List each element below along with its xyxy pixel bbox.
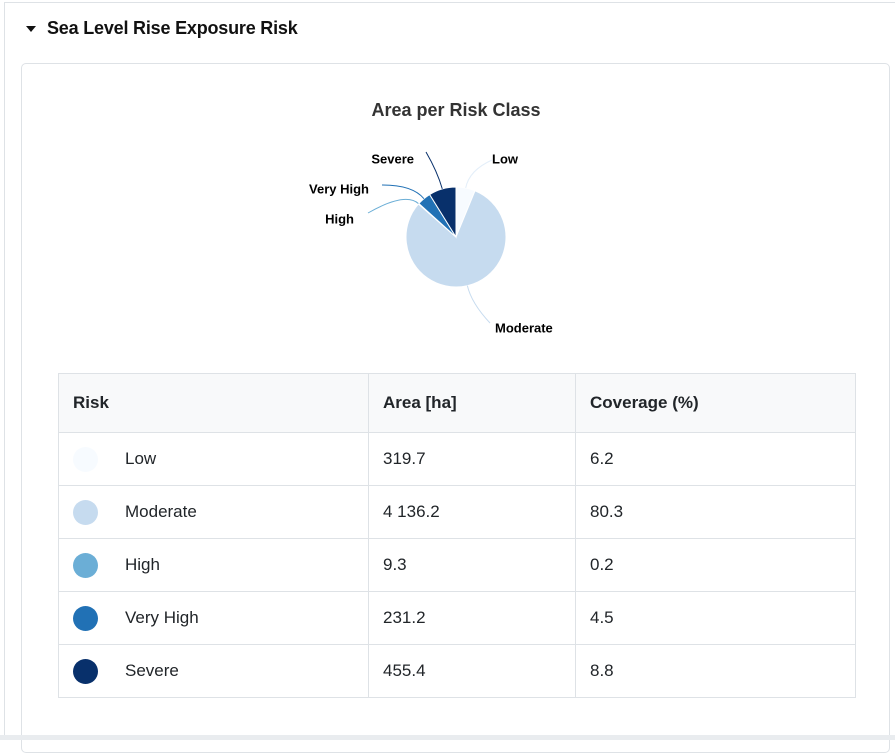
risk-color-swatch bbox=[73, 658, 98, 684]
pie-connector-line bbox=[367, 198, 419, 214]
risk-name: Severe bbox=[125, 661, 179, 680]
pie-connector-line bbox=[381, 184, 425, 199]
coverage-value: 0.2 bbox=[575, 538, 856, 592]
table-row: Severe 455.4 8.8 bbox=[58, 644, 856, 698]
pie-label: Severe bbox=[371, 151, 414, 166]
area-value: 231.2 bbox=[368, 591, 576, 645]
coverage-value: 8.8 bbox=[575, 644, 856, 698]
area-value: 319.7 bbox=[368, 432, 576, 486]
area-value: 4 136.2 bbox=[368, 485, 576, 539]
pie-connector-line bbox=[425, 151, 443, 190]
pie-label: High bbox=[325, 211, 354, 226]
risk-table: Risk Area [ha] Coverage (%) Low 319.7 6.… bbox=[58, 373, 856, 698]
risk-color-swatch bbox=[73, 552, 98, 578]
risk-color-swatch bbox=[73, 499, 98, 525]
pie-slice-severe[interactable] bbox=[428, 186, 457, 239]
coverage-value: 4.5 bbox=[575, 591, 856, 645]
header-coverage: Coverage (%) bbox=[575, 373, 856, 433]
area-value: 455.4 bbox=[368, 644, 576, 698]
table-row: Moderate 4 136.2 80.3 bbox=[58, 485, 856, 539]
header-risk: Risk bbox=[58, 373, 369, 433]
pie-connector-line bbox=[465, 159, 493, 189]
risk-name: Very High bbox=[125, 608, 199, 627]
coverage-value: 80.3 bbox=[575, 485, 856, 539]
risk-card: Area per Risk Class Low Moderate High Very … bbox=[21, 63, 890, 753]
pie-slice-moderate[interactable] bbox=[405, 190, 507, 288]
caret-down-icon bbox=[26, 26, 36, 32]
table-row: Very High 231.2 4.5 bbox=[58, 591, 856, 645]
section-title: Sea Level Rise Exposure Risk bbox=[47, 18, 298, 38]
pie-label: Very High bbox=[309, 181, 369, 196]
coverage-value: 6.2 bbox=[575, 432, 856, 486]
pie-label: Low bbox=[492, 151, 519, 166]
header-area: Area [ha] bbox=[368, 373, 576, 433]
table-row: Low 319.7 6.2 bbox=[58, 432, 856, 486]
pie-label: Moderate bbox=[495, 320, 553, 335]
table-header-row: Risk Area [ha] Coverage (%) bbox=[58, 373, 856, 433]
pie-chart: Area per Risk Class Low Moderate High Very … bbox=[22, 64, 891, 364]
area-value: 9.3 bbox=[368, 538, 576, 592]
chart-title: Area per Risk Class bbox=[371, 100, 541, 120]
risk-color-swatch bbox=[73, 446, 98, 472]
section-toggle[interactable]: Sea Level Rise Exposure Risk bbox=[26, 18, 298, 39]
risk-color-swatch bbox=[73, 605, 98, 631]
bottom-scroll-area bbox=[0, 735, 895, 740]
panel-frame bbox=[4, 2, 895, 738]
risk-name: High bbox=[125, 555, 160, 574]
table-row: High 9.3 0.2 bbox=[58, 538, 856, 592]
risk-name: Moderate bbox=[125, 502, 197, 521]
pie-connector-line bbox=[466, 285, 491, 324]
risk-name: Low bbox=[125, 449, 157, 468]
